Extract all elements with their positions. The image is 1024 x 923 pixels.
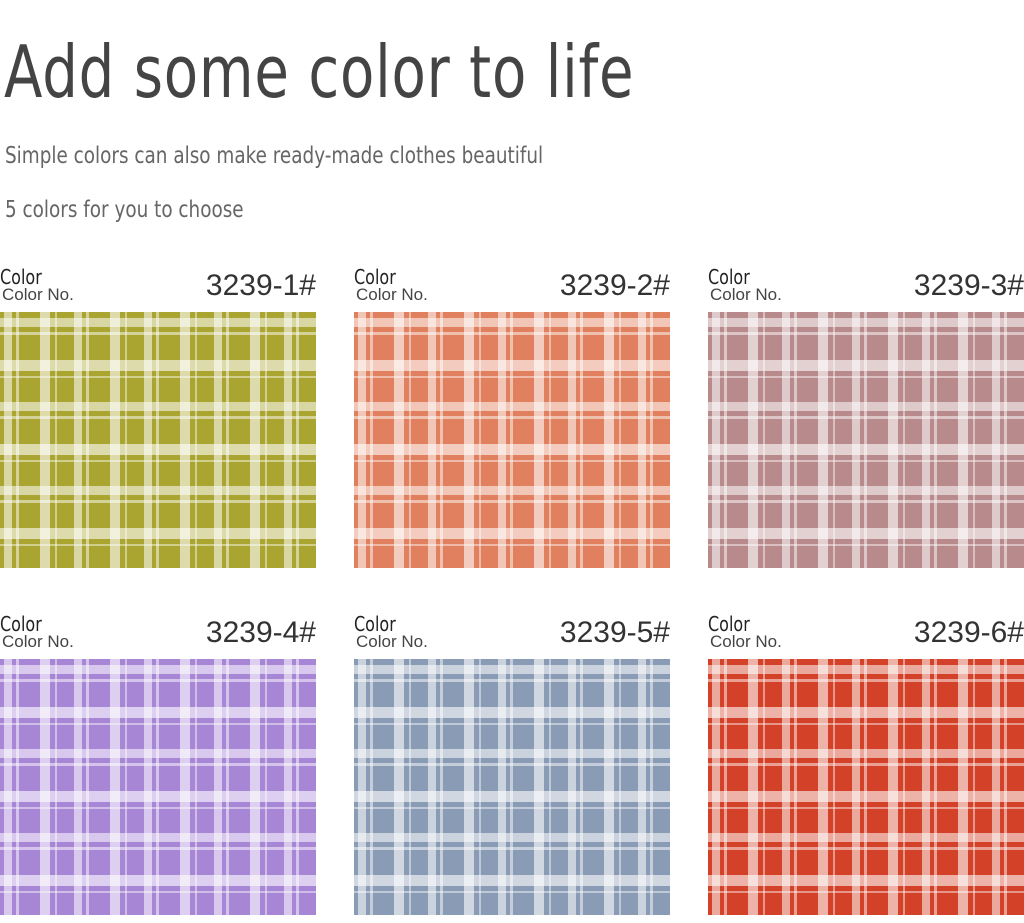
fabric-swatch [354,659,670,915]
color-no-label: Color No. [710,285,782,304]
color-no-label: Color No. [356,285,428,304]
color-no-label: Color No. [2,285,74,304]
color-no-label: Color No. [2,632,74,651]
color-label: Color [0,265,42,289]
color-code: 3239-6# [913,616,1024,649]
note: 5 colors for you to choose [5,197,244,223]
title: Add some color to life [4,30,635,114]
plaid-overlay [0,659,316,915]
fabric-swatch [0,659,316,915]
fabric-swatch [0,312,316,568]
fabric-swatch [708,312,1024,568]
color-label: Color [354,612,396,636]
plaid-overlay [354,659,670,915]
plaid-overlay [708,312,1024,568]
color-no-label: Color No. [710,632,782,651]
plaid-overlay [354,312,670,568]
color-label: Color [0,612,42,636]
color-code: 3239-3# [913,269,1024,302]
color-label: Color [354,265,396,289]
color-label: Color [708,265,750,289]
color-code: 3239-5# [559,616,670,649]
plaid-overlay [0,312,316,568]
color-code: 3239-4# [205,616,316,649]
plaid-overlay [708,659,1024,915]
fabric-swatch [354,312,670,568]
color-code: 3239-1# [205,269,316,302]
subtitle: Simple colors can also make ready-made c… [5,143,544,169]
color-code: 3239-2# [559,269,670,302]
fabric-swatch [708,659,1024,915]
color-label: Color [708,612,750,636]
color-no-label: Color No. [356,632,428,651]
